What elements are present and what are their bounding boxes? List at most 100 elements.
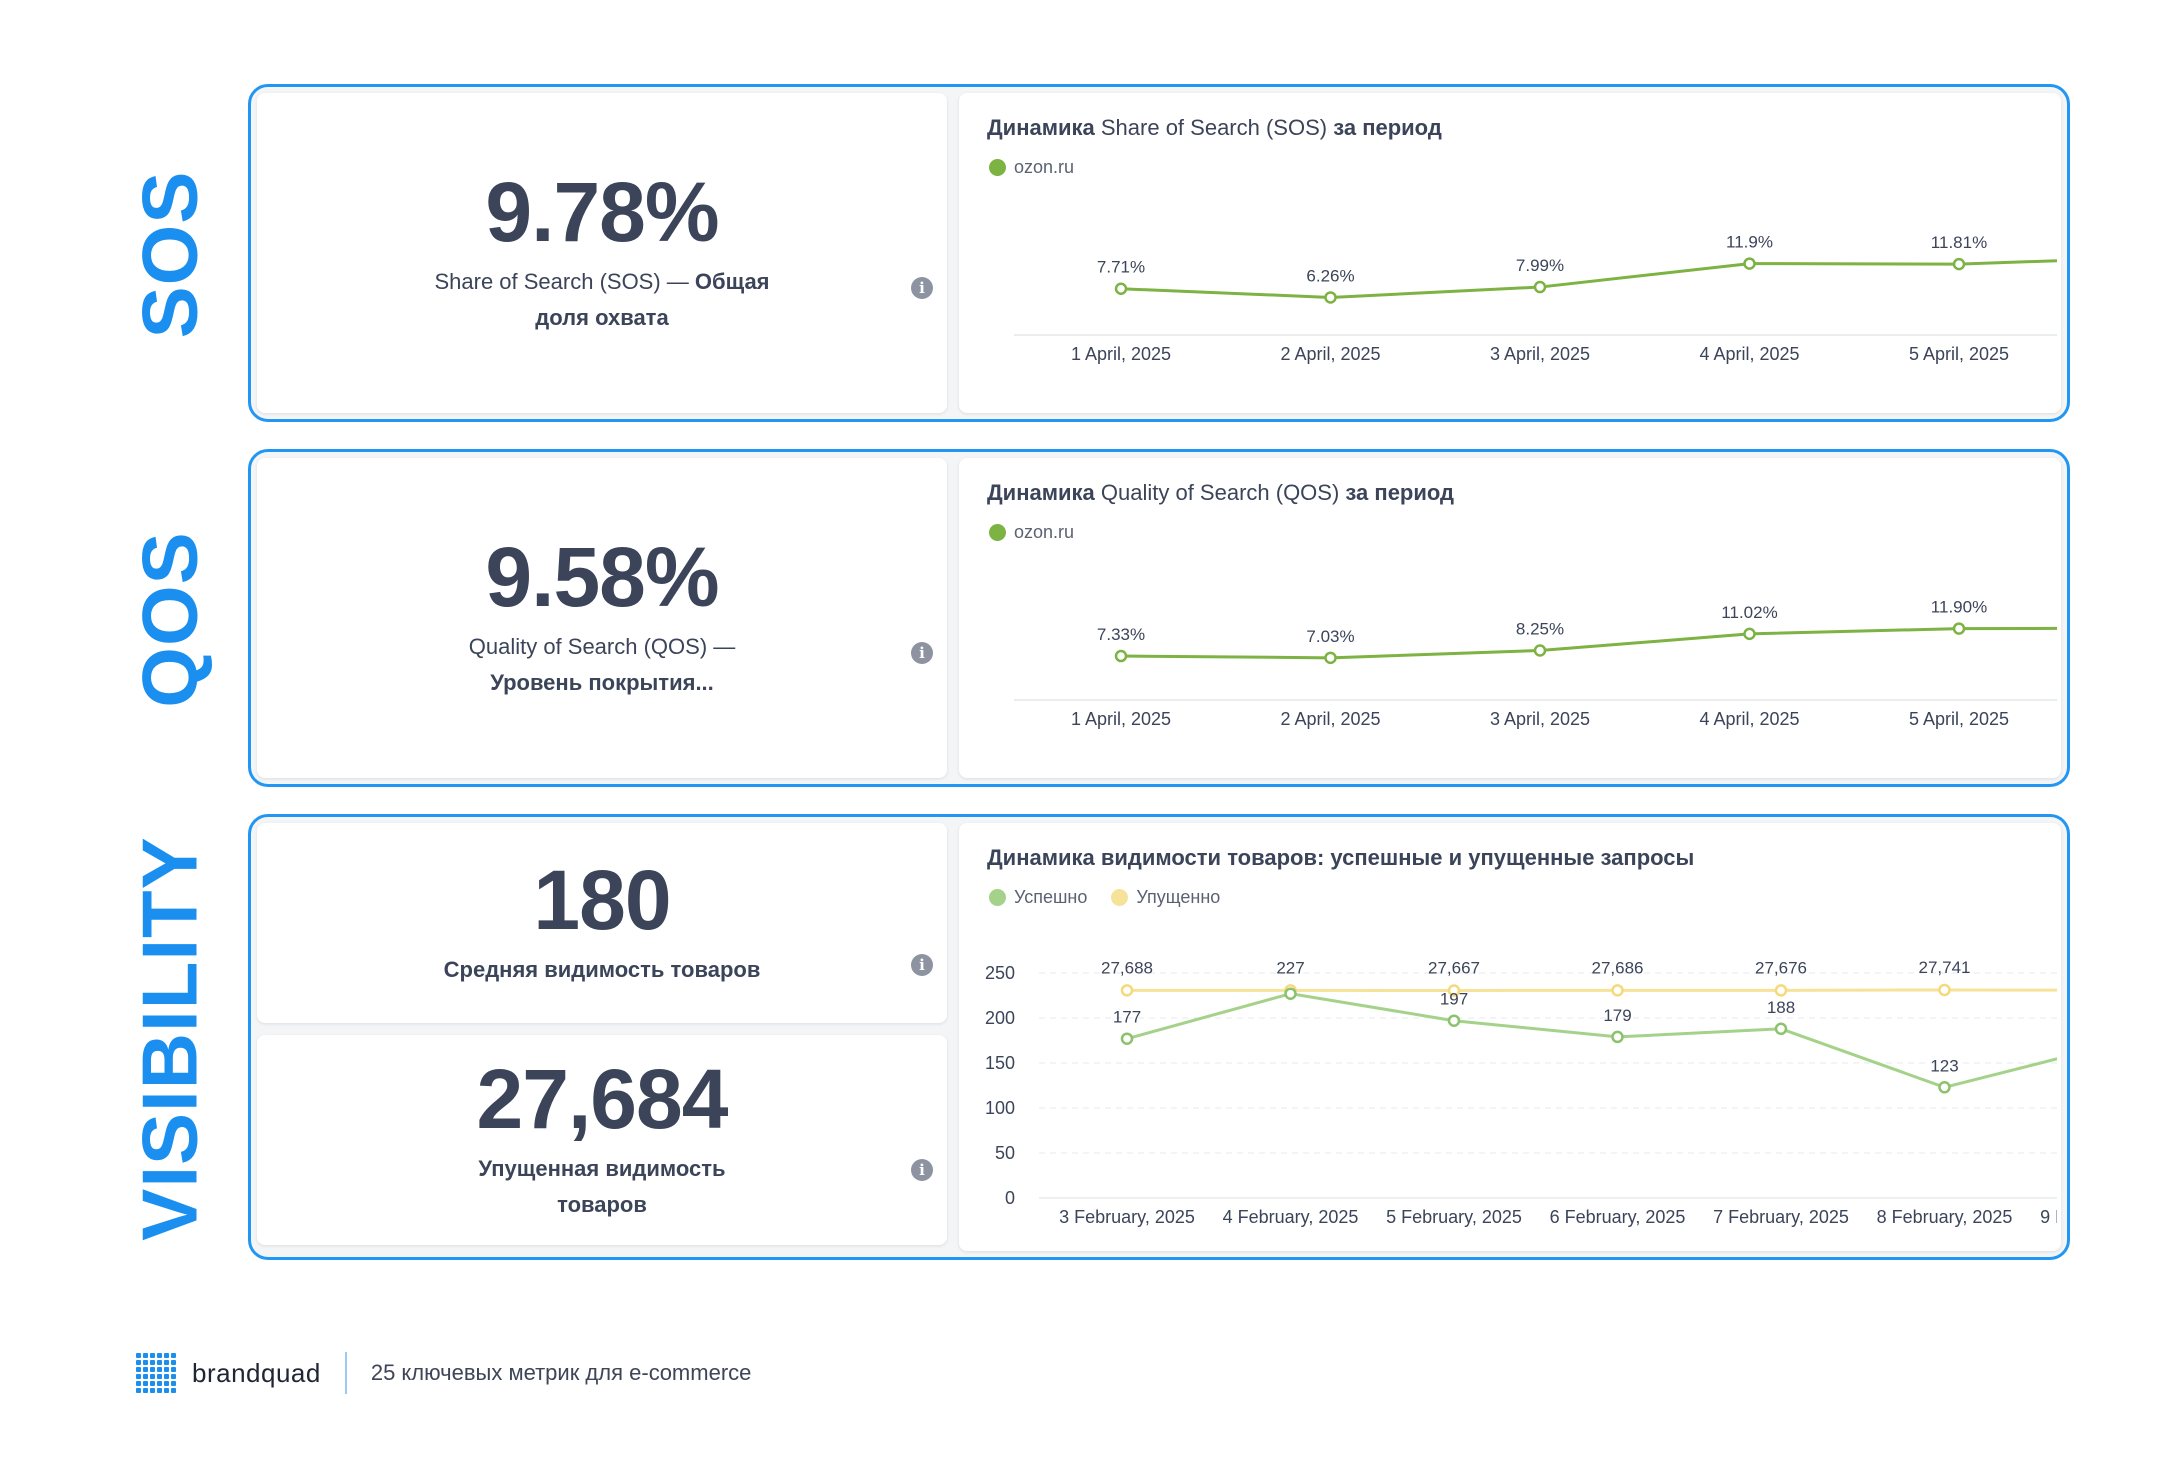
data-label: 188: [1767, 998, 1795, 1017]
data-label: 6.26%: [1306, 266, 1354, 285]
x-tick-label: 4 February, 2025: [1223, 1207, 1359, 1227]
x-tick-label: 2 April, 2025: [1280, 344, 1380, 364]
x-tick-label: 3 April, 2025: [1490, 344, 1590, 364]
data-point: [1743, 627, 1756, 641]
sos-kpi-value: 9.78%: [485, 165, 719, 259]
visibility-missed-label: Упущенная видимость товаров: [478, 1156, 726, 1217]
data-label: 179: [1603, 1006, 1631, 1025]
data-point: [1324, 291, 1337, 304]
data-point: [1938, 983, 1951, 997]
data-label: 11.02%: [1721, 603, 1777, 622]
qos-kpi-value: 9.58%: [485, 530, 719, 624]
data-point: [1611, 984, 1624, 997]
visibility-missed-value: 27,684: [476, 1052, 729, 1146]
data-label: 197: [1440, 990, 1468, 1009]
legend-dot-icon: [989, 524, 1006, 541]
legend-dot-icon: [1111, 889, 1129, 906]
data-point: [1938, 1081, 1951, 1094]
data-point: [1774, 1022, 1788, 1036]
data-point: [1611, 1030, 1624, 1044]
qos-kpi-card: 9.58% Quality of Search (QOS) — Уровень …: [257, 458, 947, 778]
legend-dot-icon: [989, 889, 1006, 906]
info-icon[interactable]: i: [911, 954, 933, 976]
data-label: 8.25%: [1516, 620, 1564, 639]
data-label: 7.71%: [1097, 258, 1145, 277]
section-label-visibility: VISIBILITY: [125, 835, 214, 1241]
y-left-tick-label: 250: [985, 963, 1015, 983]
y-left-tick-label: 100: [985, 1098, 1015, 1118]
visibility-chart-legend[interactable]: Успешно Упущенно: [989, 887, 1220, 908]
sos-row: 9.78% Share of Search (SOS) — Общая доля…: [248, 84, 2070, 422]
x-tick-label: 1 April, 2025: [1071, 344, 1171, 364]
x-tick-label: 6 February, 2025: [1550, 1207, 1686, 1227]
series-line-missed: [1127, 988, 2057, 992]
data-point: [1114, 282, 1128, 295]
data-label: 7.03%: [1306, 627, 1354, 646]
data-label: 27,741: [1919, 958, 1971, 977]
visibility-missed-kpi-card: 27,684 Упущенная видимость товаров i: [257, 1035, 947, 1245]
legend-item-missed[interactable]: Упущенно: [1111, 887, 1220, 908]
data-label: 27,667: [1428, 958, 1480, 977]
data-point: [1284, 987, 1297, 1000]
visibility-chart-title: Динамика видимости товаров: успешные и у…: [987, 845, 1695, 870]
x-tick-label: 5 April, 2025: [1909, 709, 2009, 729]
qos-chart-card: Динамика Quality of Search (QOS) за пери…: [959, 458, 2061, 778]
data-label: 11.81%: [1931, 233, 1987, 252]
visibility-chart-card: Динамика видимости товаров: успешные и у…: [959, 823, 2061, 1251]
footer: brandquad 25 ключевых метрик для e-comme…: [136, 1352, 751, 1394]
sos-kpi-label: Share of Search (SOS) — Общая доля охват…: [434, 269, 770, 330]
qos-chart-title: Динамика Quality of Search (QOS) за пери…: [987, 480, 1454, 505]
x-tick-label: 4 April, 2025: [1699, 344, 1799, 364]
data-point: [1533, 644, 1547, 657]
footer-divider: [344, 1352, 347, 1394]
sos-line-chart: 7.71%6.26%7.99%11.9%11.81%13.03%1 April,…: [1014, 233, 2057, 364]
legend-item-ozon[interactable]: ozon.ru: [989, 157, 1074, 178]
data-point: [1952, 622, 1966, 635]
x-tick-label: 3 April, 2025: [1490, 709, 1590, 729]
data-point: [1324, 651, 1337, 665]
data-label: 11.90%: [1931, 598, 1987, 617]
data-point: [1114, 649, 1128, 663]
x-tick-label: 3 February, 2025: [1059, 1207, 1195, 1227]
x-tick-label: 2 April, 2025: [1280, 709, 1380, 729]
info-icon[interactable]: i: [911, 642, 933, 664]
data-label: 27,686: [1592, 958, 1644, 977]
data-point: [1447, 984, 1461, 997]
data-label: 27,676: [1755, 958, 1807, 977]
qos-row: 9.58% Quality of Search (QOS) — Уровень …: [248, 449, 2070, 787]
data-point: [1952, 257, 1966, 271]
info-icon[interactable]: i: [911, 277, 933, 299]
data-label: 11.9%: [1726, 233, 1773, 252]
visibility-line-chart: 05010015020025005,00010,00015,00020,0002…: [985, 958, 2057, 1227]
data-point: [1774, 984, 1788, 997]
visibility-avg-kpi-card: 180 Средняя видимость товаров i: [257, 823, 947, 1023]
data-label: 177: [1113, 1008, 1141, 1027]
x-tick-label: 7 February, 2025: [1713, 1207, 1849, 1227]
data-point: [1120, 1032, 1134, 1045]
legend-dot-icon: [989, 159, 1006, 176]
section-label-qos: QOS: [125, 530, 214, 708]
x-tick-label: 5 April, 2025: [1909, 344, 2009, 364]
legend-item-ozon[interactable]: ozon.ru: [989, 522, 1074, 543]
legend-item-success[interactable]: Успешно: [989, 887, 1087, 908]
x-tick-label: 4 April, 2025: [1699, 709, 1799, 729]
y-left-tick-label: 50: [995, 1143, 1015, 1163]
qos-chart-legend[interactable]: ozon.ru: [989, 522, 1074, 543]
data-point: [1447, 1014, 1461, 1027]
visibility-row: 180 Средняя видимость товаров i 27,684 У…: [248, 814, 2070, 1260]
info-icon[interactable]: i: [911, 1159, 933, 1181]
sos-kpi-card: 9.78% Share of Search (SOS) — Общая доля…: [257, 93, 947, 413]
series-line-ozon.ru: [1120, 626, 2057, 660]
sos-chart-title: Динамика Share of Search (SOS) за период: [987, 115, 1442, 140]
x-tick-label: 1 April, 2025: [1071, 709, 1171, 729]
sos-chart-legend[interactable]: ozon.ru: [989, 157, 1074, 178]
y-left-tick-label: 150: [985, 1053, 1015, 1073]
brand-name: brandquad: [192, 1357, 321, 1388]
sos-chart-card: Динамика Share of Search (SOS) за период…: [959, 93, 2061, 413]
data-label: 27,688: [1101, 958, 1153, 977]
series-line-success: [1126, 992, 2057, 1089]
data-label: 227: [1276, 958, 1304, 977]
x-tick-label: 8 February, 2025: [1877, 1207, 2013, 1227]
x-tick-label: 5 February, 2025: [1386, 1207, 1522, 1227]
data-label: 123: [1930, 1056, 1958, 1075]
